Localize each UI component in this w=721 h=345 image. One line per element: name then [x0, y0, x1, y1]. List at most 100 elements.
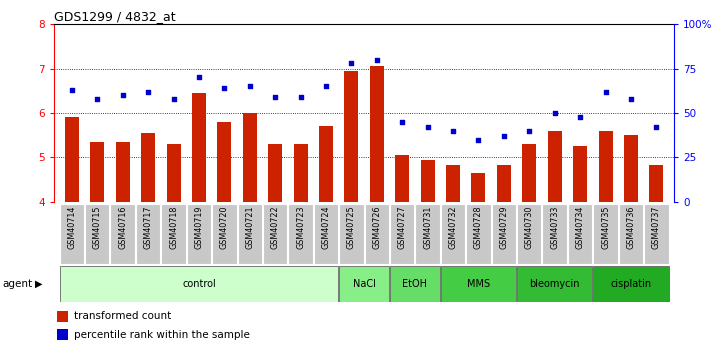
Point	[66, 87, 78, 93]
Text: GSM40726: GSM40726	[372, 205, 381, 249]
Point	[92, 96, 103, 101]
Bar	[212, 204, 236, 264]
Bar	[141, 133, 155, 202]
Bar	[60, 266, 338, 302]
Text: GSM40717: GSM40717	[143, 205, 153, 249]
Text: NaCl: NaCl	[353, 279, 376, 289]
Bar	[339, 204, 363, 264]
Point	[345, 60, 357, 66]
Point	[498, 133, 510, 139]
Text: GSM40731: GSM40731	[423, 205, 432, 249]
Text: GSM40729: GSM40729	[500, 205, 508, 249]
Text: bleomycin: bleomycin	[529, 279, 580, 289]
Bar	[57, 311, 68, 322]
Text: EtOH: EtOH	[402, 279, 428, 289]
Bar	[136, 204, 160, 264]
Bar	[395, 155, 410, 202]
Text: GSM40724: GSM40724	[322, 205, 330, 249]
Text: percentile rank within the sample: percentile rank within the sample	[74, 330, 249, 340]
Bar	[162, 204, 186, 264]
Point	[650, 125, 662, 130]
Bar	[624, 135, 638, 202]
Point	[523, 128, 535, 134]
Bar	[319, 126, 333, 202]
Bar	[339, 266, 389, 302]
Text: GSM40716: GSM40716	[118, 205, 127, 249]
Text: GSM40720: GSM40720	[220, 205, 229, 249]
Bar	[390, 204, 415, 264]
Text: GSM40727: GSM40727	[398, 205, 407, 249]
Bar	[110, 204, 135, 264]
Bar	[370, 66, 384, 202]
Text: GSM40721: GSM40721	[245, 205, 255, 249]
Bar	[522, 144, 536, 202]
Text: GSM40722: GSM40722	[270, 205, 280, 249]
Text: control: control	[182, 279, 216, 289]
Text: GSM40714: GSM40714	[67, 205, 76, 249]
Point	[320, 83, 332, 89]
Point	[422, 125, 433, 130]
Point	[270, 94, 281, 100]
Point	[625, 96, 637, 101]
Bar	[619, 204, 643, 264]
Bar	[644, 204, 668, 264]
Bar	[288, 204, 313, 264]
Point	[397, 119, 408, 125]
Bar	[497, 165, 511, 202]
Text: agent: agent	[2, 279, 32, 289]
Point	[600, 89, 611, 95]
Bar	[345, 71, 358, 202]
Bar	[85, 204, 110, 264]
Bar	[568, 204, 593, 264]
Bar	[517, 266, 593, 302]
Bar	[472, 173, 485, 202]
Bar	[573, 146, 587, 202]
Bar	[542, 204, 567, 264]
Bar	[446, 165, 460, 202]
Bar	[492, 204, 516, 264]
Text: GSM40719: GSM40719	[195, 205, 203, 249]
Text: GSM40728: GSM40728	[474, 205, 483, 249]
Bar	[167, 144, 180, 202]
Point	[447, 128, 459, 134]
Bar	[115, 142, 130, 202]
Point	[371, 57, 383, 62]
Bar	[593, 266, 668, 302]
Point	[142, 89, 154, 95]
Bar	[187, 204, 211, 264]
Bar	[60, 204, 84, 264]
Text: transformed count: transformed count	[74, 312, 171, 322]
Text: GSM40725: GSM40725	[347, 205, 356, 249]
Bar	[237, 204, 262, 264]
Bar	[598, 131, 613, 202]
Bar	[441, 266, 516, 302]
Text: GDS1299 / 4832_at: GDS1299 / 4832_at	[54, 10, 176, 23]
Bar	[365, 204, 389, 264]
Text: GSM40734: GSM40734	[575, 205, 585, 249]
Text: GSM40730: GSM40730	[525, 205, 534, 249]
Bar	[90, 142, 105, 202]
Point	[295, 94, 306, 100]
Text: GSM40723: GSM40723	[296, 205, 305, 249]
Point	[473, 137, 485, 142]
Bar	[65, 117, 79, 202]
Bar	[314, 204, 338, 264]
Bar	[548, 131, 562, 202]
Bar	[466, 204, 491, 264]
Point	[549, 110, 560, 116]
Bar	[390, 266, 440, 302]
Bar	[243, 113, 257, 202]
Bar	[593, 204, 618, 264]
Point	[168, 96, 180, 101]
Point	[117, 92, 128, 98]
Bar	[441, 204, 465, 264]
Bar	[293, 144, 308, 202]
Text: GSM40737: GSM40737	[652, 205, 661, 249]
Bar	[217, 122, 231, 202]
Bar	[650, 165, 663, 202]
Point	[244, 83, 255, 89]
Bar	[517, 204, 541, 264]
Bar	[57, 329, 68, 340]
Bar	[420, 160, 435, 202]
Text: GSM40715: GSM40715	[93, 205, 102, 249]
